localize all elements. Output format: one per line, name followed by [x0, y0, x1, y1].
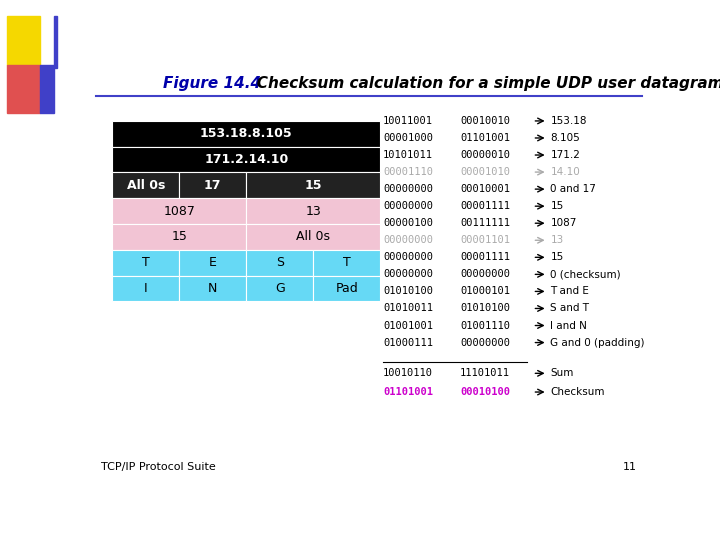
Text: 8.105: 8.105	[550, 133, 580, 143]
Text: 00000100: 00000100	[383, 218, 433, 228]
Text: 01010011: 01010011	[383, 303, 433, 313]
Bar	[246, 250, 313, 275]
Text: Figure 14.4: Figure 14.4	[163, 76, 261, 91]
Text: 0 and 17: 0 and 17	[550, 184, 596, 194]
Text: 00000000: 00000000	[460, 338, 510, 348]
Text: All 0s: All 0s	[127, 179, 165, 192]
Text: 00000000: 00000000	[383, 252, 433, 262]
Bar	[179, 275, 246, 301]
Text: 01000111: 01000111	[383, 338, 433, 348]
Text: 00010001: 00010001	[460, 184, 510, 194]
Text: 00001000: 00001000	[383, 133, 433, 143]
Bar	[179, 172, 246, 198]
Bar	[246, 198, 380, 224]
Text: 00000000: 00000000	[383, 201, 433, 211]
Bar	[112, 172, 179, 198]
Text: 171.2.14.10: 171.2.14.10	[204, 153, 289, 166]
Text: TCP/IP Protocol Suite: TCP/IP Protocol Suite	[101, 462, 216, 472]
Text: 00010100: 00010100	[460, 387, 510, 397]
Text: 153.18.8.105: 153.18.8.105	[200, 127, 292, 140]
Bar	[112, 250, 179, 275]
Text: 00001110: 00001110	[383, 167, 433, 177]
Bar	[112, 147, 380, 172]
Bar	[313, 275, 380, 301]
Text: 01001110: 01001110	[460, 321, 510, 330]
Text: 15: 15	[550, 201, 564, 211]
Text: 01010100: 01010100	[460, 303, 510, 313]
Text: 171.2: 171.2	[550, 150, 580, 160]
Text: T: T	[142, 256, 150, 269]
Text: 00010010: 00010010	[460, 116, 510, 126]
Text: 00001010: 00001010	[460, 167, 510, 177]
Text: 13: 13	[550, 235, 564, 245]
Text: T and E: T and E	[550, 286, 589, 296]
Text: Checksum: Checksum	[550, 387, 605, 397]
Text: 00000000: 00000000	[460, 269, 510, 279]
Bar	[246, 224, 380, 250]
Bar	[246, 172, 380, 198]
Bar	[313, 250, 380, 275]
Text: 00000000: 00000000	[383, 235, 433, 245]
Bar	[112, 275, 179, 301]
Text: 00000000: 00000000	[383, 184, 433, 194]
Text: 13: 13	[305, 205, 321, 218]
Text: T: T	[343, 256, 351, 269]
Text: All 0s: All 0s	[296, 231, 330, 244]
Bar	[112, 121, 380, 147]
Text: 01001001: 01001001	[383, 321, 433, 330]
Text: 10010110: 10010110	[383, 368, 433, 379]
Text: 01010100: 01010100	[383, 286, 433, 296]
Text: 15: 15	[171, 231, 187, 244]
Text: Sum: Sum	[550, 368, 574, 379]
Text: 15: 15	[550, 252, 564, 262]
Text: 01000101: 01000101	[460, 286, 510, 296]
Text: 14.10: 14.10	[550, 167, 580, 177]
Text: G and 0 (padding): G and 0 (padding)	[550, 338, 645, 348]
Text: 11101011: 11101011	[460, 368, 510, 379]
Text: 00111111: 00111111	[460, 218, 510, 228]
Text: 10011001: 10011001	[383, 116, 433, 126]
Text: 00001111: 00001111	[460, 201, 510, 211]
Text: 1087: 1087	[163, 205, 195, 218]
Bar	[179, 250, 246, 275]
Text: 01101001: 01101001	[383, 387, 433, 397]
Text: S: S	[276, 256, 284, 269]
Text: I and N: I and N	[550, 321, 588, 330]
Bar	[112, 198, 246, 224]
Text: 11: 11	[623, 462, 637, 472]
Text: S and T: S and T	[550, 303, 590, 313]
Bar	[112, 224, 246, 250]
Text: 10101011: 10101011	[383, 150, 433, 160]
Text: 1087: 1087	[550, 218, 577, 228]
Text: 17: 17	[204, 179, 222, 192]
Bar	[246, 275, 313, 301]
Text: E: E	[209, 256, 217, 269]
Text: 00001111: 00001111	[460, 252, 510, 262]
Text: Checksum calculation for a simple UDP user datagram: Checksum calculation for a simple UDP us…	[240, 76, 720, 91]
Text: I: I	[144, 282, 148, 295]
Text: 00001101: 00001101	[460, 235, 510, 245]
Text: Pad: Pad	[336, 282, 358, 295]
Text: 0 (checksum): 0 (checksum)	[550, 269, 621, 279]
Text: 00000010: 00000010	[460, 150, 510, 160]
Text: 153.18: 153.18	[550, 116, 587, 126]
Text: N: N	[208, 282, 217, 295]
Text: G: G	[275, 282, 284, 295]
Text: 01101001: 01101001	[460, 133, 510, 143]
Text: 15: 15	[305, 179, 322, 192]
Text: 00000000: 00000000	[383, 269, 433, 279]
